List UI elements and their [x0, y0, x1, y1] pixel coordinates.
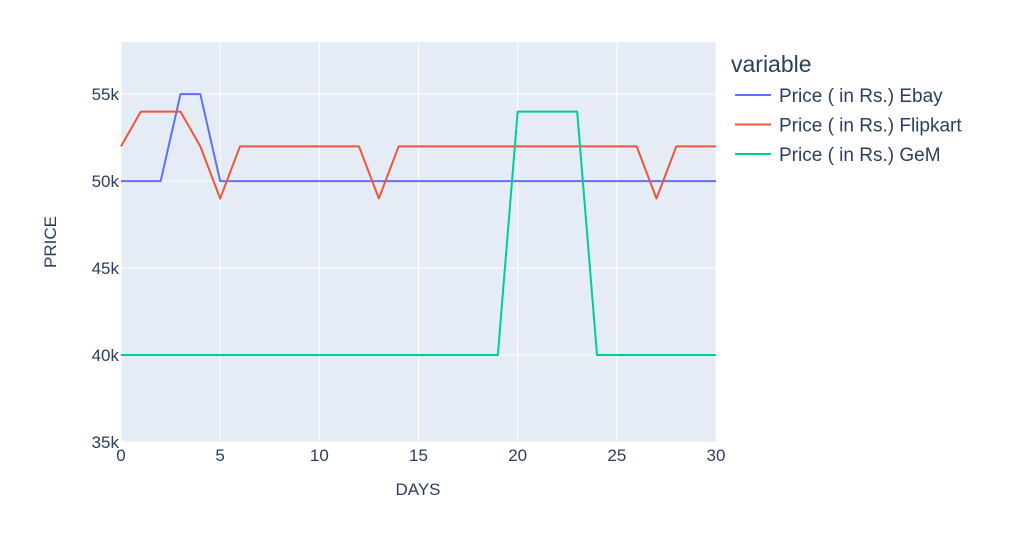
y-tick-label: 55k [92, 85, 120, 104]
series-line-1 [121, 93, 716, 183]
series-lines [120, 93, 716, 357]
y-tick-label: 45k [92, 259, 120, 278]
x-tick-label: 20 [508, 446, 527, 465]
x-tick-label: 5 [215, 446, 224, 465]
x-axis-label: DAYS [395, 480, 440, 499]
x-tick-label: 25 [607, 446, 626, 465]
x-tick-label: 30 [707, 446, 726, 465]
legend-items: Price ( in Rs.) Ebay Price ( in Rs.) Flip… [735, 86, 962, 166]
legend-label: Price ( in Rs.) Flipkart [779, 116, 962, 137]
y-tick-label: 40k [92, 346, 120, 365]
y-tick-label: 50k [92, 172, 120, 191]
legend-label: Price ( in Rs.) Ebay [779, 86, 943, 107]
x-tick-label: 10 [310, 446, 329, 465]
x-tick-label: 0 [116, 446, 125, 465]
series-line-3 [121, 110, 716, 357]
legend-title: variable [731, 51, 812, 77]
x-axis-ticks: 0 5 10 15 20 25 30 [116, 446, 725, 465]
y-tick-label: 35k [92, 433, 120, 452]
x-tick-label: 15 [409, 446, 428, 465]
y-axis-label: PRICE [41, 216, 60, 268]
legend-item[interactable]: Price ( in Rs.) Ebay [735, 86, 943, 107]
y-axis-ticks: 35k 40k 45k 50k 55k [92, 85, 120, 452]
legend-item[interactable]: Price ( in Rs.) Flipkart [735, 116, 962, 137]
legend-label: Price ( in Rs.) GeM [779, 145, 941, 166]
series-line-2 [120, 110, 716, 200]
legend-item[interactable]: Price ( in Rs.) GeM [735, 145, 941, 166]
